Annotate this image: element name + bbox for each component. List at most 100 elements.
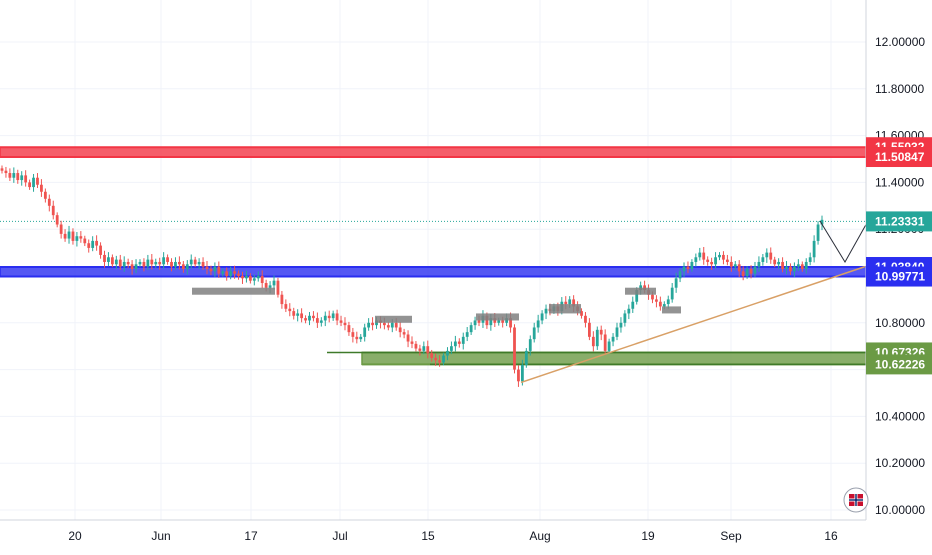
projection-path[interactable]	[819, 220, 867, 263]
candle-body	[442, 355, 445, 363]
candle-body	[193, 259, 197, 265]
candle-body	[308, 315, 311, 321]
consolidation-box[interactable]	[375, 315, 412, 323]
candle-body	[331, 313, 335, 319]
candle-body	[477, 320, 481, 323]
candle-body	[422, 346, 426, 351]
ascending-trendline[interactable]	[520, 265, 866, 384]
consolidation-box[interactable]	[476, 313, 519, 321]
candle-body	[434, 357, 438, 361]
resistance-zone[interactable]	[0, 146, 867, 158]
candle-body	[450, 346, 453, 351]
candle-body	[725, 259, 729, 262]
demand-zone[interactable]	[361, 351, 867, 366]
candle-body	[229, 271, 233, 276]
candle-body	[765, 252, 769, 258]
candle-body	[524, 350, 528, 365]
candle-body	[20, 175, 24, 181]
candle-body	[804, 261, 808, 269]
tradingview-flag-logo-icon[interactable]	[843, 487, 869, 513]
candle-body	[24, 175, 28, 183]
consolidation-box[interactable]	[625, 287, 656, 295]
x-tick-label: Sep	[720, 529, 742, 543]
candle-body	[528, 339, 532, 351]
candle-body	[260, 276, 264, 284]
candle-body	[426, 346, 430, 354]
candle-body	[761, 257, 765, 262]
candle-body	[513, 327, 516, 370]
candle-body	[599, 329, 603, 335]
candle-body	[572, 299, 576, 307]
candle-body	[181, 264, 185, 269]
candle-body	[323, 315, 327, 321]
x-tick-label: Jul	[332, 529, 347, 543]
price-label-text: 11.50847	[875, 150, 925, 164]
candle-body	[678, 271, 682, 279]
candle-body	[292, 311, 296, 316]
candle-body	[686, 266, 690, 269]
candle-body	[631, 301, 635, 309]
candle-body	[698, 252, 702, 258]
candle-body	[40, 184, 43, 192]
candle-body	[178, 261, 181, 265]
candle-body	[217, 266, 221, 274]
candle-body	[651, 294, 654, 300]
consolidation-box[interactable]	[192, 287, 275, 295]
candle-body	[749, 268, 753, 274]
candle-body	[12, 173, 16, 178]
candle-body	[461, 336, 465, 344]
candle-body	[284, 304, 288, 309]
price-label-badge	[866, 211, 932, 232]
candle-body	[339, 320, 343, 323]
candle-body	[473, 320, 477, 326]
candle-body	[146, 259, 150, 267]
candle-body	[777, 261, 781, 265]
candle-body	[682, 266, 686, 272]
candle-body	[489, 318, 493, 326]
candle-body	[564, 301, 568, 305]
candle-body	[446, 350, 449, 356]
candle-body	[501, 320, 505, 323]
x-tick-label: 17	[244, 529, 258, 543]
candle-body	[394, 322, 398, 328]
candle-body	[209, 268, 213, 272]
time-axis[interactable]: 20 Jun 17 Jul 15 Aug 19 Sep 16	[68, 529, 838, 543]
candle-body	[107, 257, 110, 262]
grid	[0, 0, 866, 520]
candle-body	[47, 198, 51, 206]
candle-body	[662, 304, 666, 307]
price-label-badge	[866, 266, 932, 287]
candle-body	[595, 329, 599, 347]
candle-body	[536, 320, 540, 328]
candle-body	[800, 264, 804, 269]
candle-body	[201, 261, 205, 267]
support-zone[interactable]	[0, 266, 867, 278]
candle-body	[706, 259, 710, 262]
candle-body	[225, 271, 229, 276]
candle-body	[95, 240, 99, 246]
candle-body	[71, 231, 75, 241]
candle-body	[639, 285, 643, 291]
candle-body	[134, 264, 138, 269]
candle-body	[430, 353, 434, 358]
consolidation-box[interactable]	[662, 306, 681, 314]
candle-body	[355, 336, 359, 340]
candle-body	[520, 364, 524, 382]
consolidation-box[interactable]	[549, 304, 581, 314]
candle-body	[722, 254, 725, 260]
candle-body	[0, 168, 4, 171]
candle-body	[347, 325, 351, 333]
candle-body	[233, 271, 236, 274]
candle-body	[304, 318, 307, 321]
x-tick-label: 19	[641, 529, 655, 543]
x-tick-label: Jun	[151, 529, 170, 543]
price-label-text: 10.62226	[875, 357, 925, 371]
candle-body	[28, 182, 31, 188]
candle-body	[773, 259, 777, 265]
candle-body	[611, 336, 615, 342]
candle-body	[268, 285, 272, 288]
candle-body	[110, 257, 114, 265]
candle-body	[655, 299, 658, 302]
